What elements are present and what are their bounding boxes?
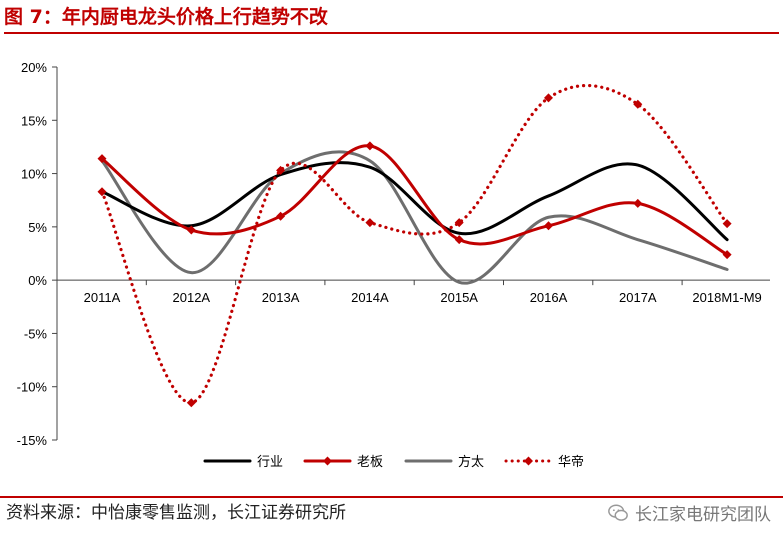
- series-line: [100, 83, 729, 405]
- legend-marker: [524, 456, 533, 466]
- data-point: [633, 99, 643, 109]
- y-tick-label: -5%: [24, 326, 48, 341]
- data-point: [633, 198, 643, 208]
- y-tick-label: 20%: [21, 60, 47, 75]
- legend-label: 行业: [257, 455, 283, 470]
- legend-item: 华帝: [504, 454, 584, 470]
- y-tick-label: 5%: [28, 220, 47, 235]
- figure-title: 图 7：年内厨电龙头价格上行趋势不改: [4, 2, 779, 34]
- y-tick-label: 10%: [21, 167, 47, 182]
- legend-item: 老板: [303, 455, 383, 470]
- data-point: [722, 219, 732, 229]
- data-point: [544, 221, 553, 231]
- chart-axes: 20% 15% 10% 5% 0% -5% -10% -15% 2011A 2012A 2013A 2…: [17, 60, 770, 448]
- x-tick-label: 2011A: [84, 290, 121, 305]
- legend-item: 行业: [203, 455, 283, 470]
- x-tick-label: 2013A: [262, 290, 300, 305]
- legend-label: 老板: [357, 455, 383, 470]
- series-1: [100, 161, 729, 242]
- x-tick-label: 2015A: [440, 290, 478, 305]
- y-tick-label: -15%: [17, 433, 48, 448]
- chart-legend: 行业 老板 方太 华帝: [203, 454, 584, 470]
- source-divider: [0, 496, 783, 498]
- series-line: [100, 161, 729, 242]
- data-point: [365, 218, 375, 228]
- watermark-text: 长江家电研究团队: [635, 505, 771, 525]
- data-point: [454, 218, 464, 228]
- legend-item: 方太: [404, 454, 484, 470]
- watermark: 长江家电研究团队: [607, 500, 771, 525]
- series-4: [97, 83, 732, 408]
- data-point: [97, 187, 107, 197]
- data-point: [454, 235, 464, 245]
- x-tick-label: 2017A: [619, 290, 657, 305]
- source-note: 资料来源：中怡康零售监测，长江证券研究所: [6, 503, 346, 523]
- data-point: [365, 141, 375, 151]
- x-tick-label: 2012A: [173, 290, 211, 305]
- series-line: [100, 144, 729, 257]
- series-line: [100, 150, 729, 285]
- data-point: [722, 250, 732, 260]
- y-tick-label: -10%: [17, 380, 48, 395]
- data-point: [276, 211, 286, 221]
- wechat-icon: [608, 503, 628, 521]
- legend-label: 华帝: [558, 454, 584, 470]
- x-tick-label: 2018M1-M9: [692, 290, 761, 305]
- data-point: [186, 225, 196, 235]
- legend-label: 方太: [458, 454, 484, 470]
- data-point: [186, 398, 196, 408]
- series-2: [97, 141, 732, 260]
- line-chart: 20% 15% 10% 5% 0% -5% -10% -15% 2011A 2012A 2013A 2…: [17, 60, 770, 470]
- x-tick-label: 2016A: [530, 290, 568, 305]
- y-tick-label: 0%: [28, 273, 47, 288]
- x-tick-label: 2014A: [351, 290, 389, 305]
- legend-marker: [323, 456, 332, 466]
- chart-plot-area: [97, 83, 732, 408]
- y-tick-label: 15%: [21, 113, 47, 128]
- series-3: [100, 150, 729, 285]
- data-point: [276, 165, 286, 175]
- data-point: [544, 93, 553, 103]
- data-point: [97, 154, 107, 164]
